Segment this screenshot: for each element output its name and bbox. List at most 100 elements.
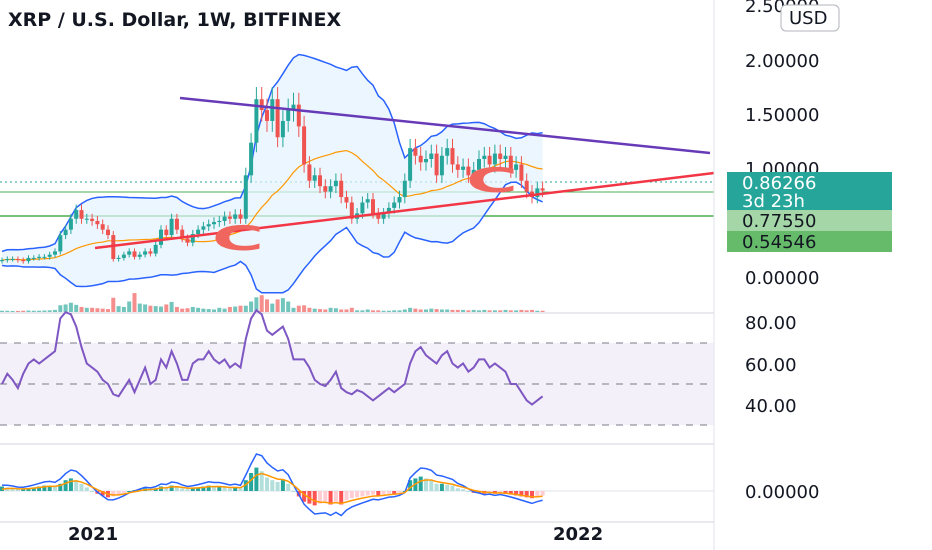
- candle: [259, 87, 264, 122]
- volume-bar: [291, 307, 296, 312]
- candle: [132, 248, 137, 260]
- macd-histogram-bar: [344, 491, 349, 500]
- volume-bar: [153, 306, 158, 312]
- candle-body: [498, 153, 503, 159]
- candle: [424, 150, 428, 171]
- volume-bar: [95, 308, 100, 312]
- macd-histogram-bar: [275, 482, 280, 491]
- candle-body: [540, 188, 545, 191]
- volume-bar: [371, 310, 375, 312]
- macd-histogram-bar: [540, 491, 545, 496]
- candle: [180, 225, 185, 243]
- volume-bar: [424, 309, 428, 312]
- macd-histogram-bar: [259, 471, 264, 491]
- candle: [445, 138, 450, 165]
- candle: [318, 167, 322, 194]
- candle-body: [275, 99, 280, 138]
- macd-histogram-bar: [302, 491, 307, 502]
- candle-body: [535, 188, 540, 198]
- candle-body: [328, 186, 333, 192]
- volume-bar: [26, 310, 31, 312]
- candle-body: [159, 229, 163, 245]
- volume-bar: [42, 310, 47, 312]
- candle: [450, 138, 455, 173]
- candle-body: [349, 202, 354, 219]
- candle: [434, 144, 439, 183]
- candle: [238, 209, 243, 224]
- candle-body: [169, 218, 174, 236]
- candle-body: [222, 216, 227, 221]
- volume-bar: [238, 305, 243, 312]
- candle-body: [249, 142, 254, 176]
- countdown-value: 3d 23h: [742, 191, 805, 212]
- candle: [466, 158, 471, 183]
- macd-histogram-bar: [90, 491, 95, 492]
- volume-bar: [450, 309, 455, 312]
- volume-bar: [190, 306, 195, 312]
- candle: [349, 196, 354, 224]
- candle: [418, 146, 423, 171]
- candle-body: [487, 155, 492, 165]
- macd-histogram-bar: [116, 491, 121, 495]
- volume-bar: [127, 301, 132, 312]
- macd-histogram-bar: [291, 491, 296, 492]
- candle-body: [47, 254, 52, 257]
- volume-bar: [397, 310, 402, 312]
- candle-body: [344, 197, 349, 203]
- candle: [535, 181, 540, 204]
- candle: [84, 213, 89, 224]
- candle-body: [381, 213, 386, 219]
- rsi-tick: 60.00: [745, 355, 797, 376]
- volume-bar: [249, 301, 254, 312]
- macd-panel: [0, 453, 714, 517]
- macd-histogram-bar: [270, 480, 275, 491]
- volume-bar: [31, 310, 36, 312]
- volume-bar: [217, 307, 222, 312]
- candle: [492, 144, 497, 173]
- candle: [296, 92, 301, 137]
- candle: [174, 213, 179, 234]
- currency-button[interactable]: USD: [780, 4, 840, 32]
- candle: [328, 179, 333, 199]
- volume-bar: [233, 306, 238, 312]
- macd-histogram-bar: [68, 478, 73, 491]
- volume-bar: [37, 310, 42, 312]
- candle-body: [445, 148, 450, 156]
- candle: [280, 110, 285, 148]
- macd-histogram-bar: [514, 491, 519, 496]
- candle: [100, 219, 105, 234]
- volume-bar: [206, 309, 211, 312]
- macd-histogram-bar: [249, 473, 254, 491]
- volume-bar: [514, 310, 519, 312]
- candle: [265, 98, 269, 132]
- macd-histogram-bar: [164, 487, 169, 491]
- macd-histogram-bar: [58, 483, 63, 491]
- volume-bar: [482, 309, 487, 312]
- candle-body: [148, 251, 153, 254]
- candle-body: [137, 254, 142, 257]
- macd-histogram-bar: [333, 491, 338, 502]
- candle: [31, 255, 36, 261]
- candle: [376, 208, 381, 224]
- volume-bar: [413, 308, 418, 312]
- volume-bar: [477, 310, 481, 312]
- candle: [413, 138, 418, 165]
- volume-bar: [328, 307, 333, 312]
- candle: [201, 221, 206, 234]
- candle: [0, 257, 4, 264]
- candle: [243, 167, 248, 224]
- candle-body: [439, 155, 444, 176]
- candle-body: [201, 226, 206, 230]
- candle-body: [333, 180, 338, 187]
- resistance-trendline: [179, 96, 711, 155]
- candle-body: [116, 257, 121, 259]
- candle: [206, 219, 211, 231]
- candle-body: [397, 197, 402, 203]
- macd-histogram-bar: [121, 491, 126, 493]
- macd-histogram-bar: [286, 483, 291, 491]
- volume-bar: [21, 310, 26, 312]
- candle: [254, 87, 259, 153]
- volume-bar: [137, 303, 142, 312]
- macd-histogram-bar: [376, 491, 381, 496]
- macd-histogram-bar: [365, 491, 370, 496]
